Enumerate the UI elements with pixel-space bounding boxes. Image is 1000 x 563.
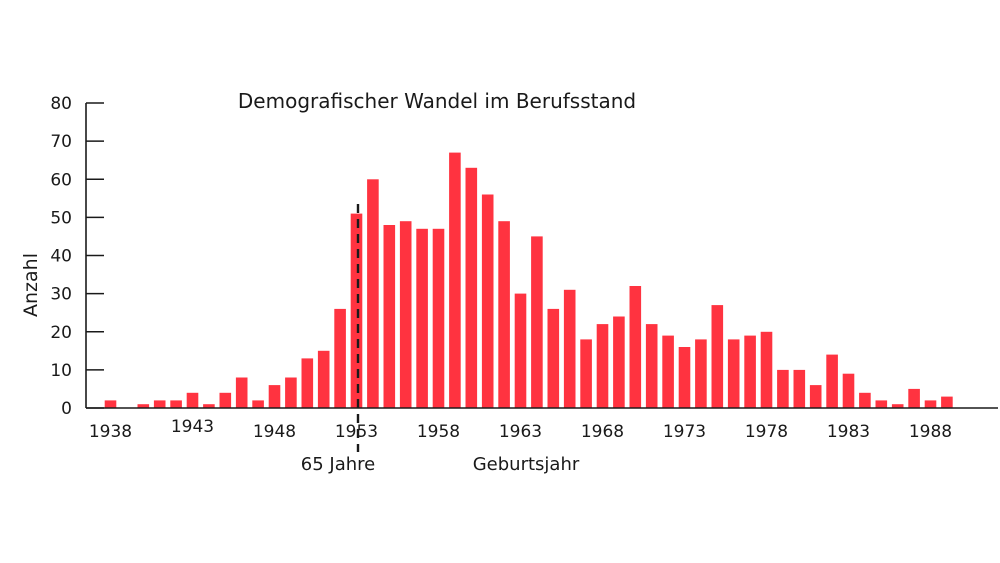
bar-1956 — [399, 221, 412, 408]
x-tick-label: 1943 — [171, 417, 214, 437]
y-axis: 0 10 20 30 40 50 60 70 80 — [50, 94, 104, 419]
bar-1947 — [252, 400, 264, 408]
bar-1952 — [334, 308, 346, 408]
bar-1966 — [563, 289, 576, 408]
bar-1957 — [416, 228, 428, 408]
bar-1982 — [826, 354, 838, 408]
x-tick-label: 1978 — [745, 422, 788, 442]
bar-1953 — [350, 213, 363, 408]
y-tick-label: 80 — [50, 94, 72, 114]
bar-1980 — [793, 369, 806, 408]
x-tick-label: 1963 — [499, 422, 542, 442]
bar-1942 — [170, 400, 182, 408]
bar-1941 — [153, 400, 166, 408]
bar-1950 — [301, 358, 314, 408]
bar-1946 — [235, 377, 248, 408]
bar-1964 — [531, 236, 543, 408]
bar-1972 — [662, 335, 674, 408]
bar-1945 — [219, 392, 232, 409]
bars-group — [104, 152, 953, 409]
x-tick-label: 1973 — [663, 422, 706, 442]
bar-1960 — [465, 167, 478, 408]
y-tick-label: 30 — [50, 285, 72, 305]
bar-1938 — [104, 400, 117, 408]
bar-1985 — [875, 400, 888, 408]
x-tick-label: 1948 — [253, 422, 296, 442]
bar-1981 — [809, 385, 822, 408]
y-tick-label: 50 — [50, 208, 72, 228]
bar-1984 — [859, 392, 871, 409]
y-tick-label: 70 — [50, 132, 72, 152]
y-tick-label: 40 — [50, 247, 72, 267]
y-tick-label: 20 — [50, 323, 72, 343]
x-tick-label: 1988 — [909, 422, 952, 442]
bar-1962 — [498, 221, 510, 408]
x-tick-label: 1968 — [581, 422, 624, 442]
y-tick-label: 10 — [50, 361, 72, 381]
x-tick-label: 1953 — [335, 422, 378, 442]
y-axis-label: Anzahl — [20, 253, 42, 317]
bar-1940 — [137, 404, 150, 408]
bar-1948 — [268, 385, 281, 408]
bar-1979 — [777, 369, 789, 408]
bar-1959 — [449, 152, 461, 408]
bar-1988 — [924, 400, 937, 408]
x-tick-label: 1958 — [417, 422, 460, 442]
bar-1949 — [285, 377, 297, 408]
bar-1968 — [596, 324, 609, 408]
bar-1967 — [580, 339, 592, 408]
bar-1955 — [383, 225, 396, 408]
bar-1943 — [186, 392, 199, 409]
bar-1975 — [711, 305, 724, 408]
bar-1989 — [941, 396, 953, 408]
bar-1958 — [432, 228, 445, 408]
bar-1944 — [203, 404, 215, 408]
bar-1983 — [842, 373, 855, 408]
bar-1978 — [760, 331, 773, 409]
bar-1961 — [481, 194, 494, 408]
x-tick-label: 1983 — [827, 422, 870, 442]
bar-1977 — [744, 335, 756, 408]
bar-1973 — [678, 347, 691, 408]
x-tick-label: 1938 — [89, 422, 132, 442]
chart-title: Demografischer Wandel im Berufsstand — [238, 89, 636, 113]
bar-1951 — [317, 350, 330, 408]
bar-1970 — [629, 286, 642, 408]
y-tick-label: 0 — [61, 399, 72, 419]
x-axis: 1938 1943 1948 1953 1958 1963 1968 1973 1978 1983… — [86, 407, 998, 442]
bar-1954 — [367, 179, 379, 409]
bar-1987 — [908, 388, 920, 408]
bar-1976 — [727, 339, 740, 408]
bar-1969 — [613, 316, 625, 408]
bar-1971 — [645, 324, 658, 408]
bar-1974 — [695, 339, 707, 408]
x-axis-label: Geburtsjahr — [473, 454, 580, 475]
bar-1963 — [514, 293, 527, 408]
bar-1965 — [547, 308, 560, 408]
y-tick-label: 60 — [50, 170, 72, 190]
annotation-label: 65 Jahre — [301, 454, 375, 475]
bar-1986 — [891, 404, 904, 408]
